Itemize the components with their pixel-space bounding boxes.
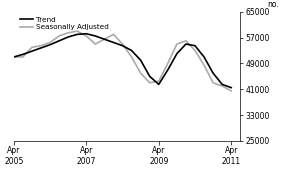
Trend — [230, 87, 233, 89]
Trend — [85, 33, 88, 35]
Seasonally Adjusted — [67, 32, 70, 34]
Trend — [57, 40, 61, 42]
Seasonally Adjusted — [94, 43, 97, 45]
Line: Seasonally Adjusted: Seasonally Adjusted — [14, 31, 231, 91]
Seasonally Adjusted — [112, 33, 115, 35]
Seasonally Adjusted — [12, 56, 16, 58]
Trend — [48, 44, 52, 46]
Seasonally Adjusted — [48, 41, 52, 44]
Line: Trend: Trend — [14, 34, 231, 88]
Seasonally Adjusted — [139, 72, 142, 74]
Trend — [148, 75, 151, 77]
Trend — [112, 41, 115, 44]
Seasonally Adjusted — [193, 49, 197, 52]
Trend — [175, 53, 179, 55]
Trend — [139, 59, 142, 61]
Y-axis label: no.: no. — [267, 0, 279, 9]
Trend — [67, 36, 70, 38]
Seasonally Adjusted — [166, 62, 170, 64]
Trend — [211, 72, 215, 74]
Seasonally Adjusted — [30, 46, 34, 48]
Trend — [157, 83, 160, 85]
Seasonally Adjusted — [157, 80, 160, 82]
Seasonally Adjusted — [184, 40, 188, 42]
Trend — [12, 56, 16, 58]
Seasonally Adjusted — [148, 82, 151, 84]
Trend — [130, 49, 133, 52]
Seasonally Adjusted — [103, 38, 106, 40]
Trend — [121, 45, 124, 47]
Seasonally Adjusted — [21, 56, 25, 58]
Trend — [30, 50, 34, 52]
Seasonally Adjusted — [57, 35, 61, 37]
Trend — [220, 83, 224, 85]
Trend — [103, 38, 106, 40]
Legend: Trend, Seasonally Adjusted: Trend, Seasonally Adjusted — [20, 17, 108, 30]
Trend — [202, 56, 206, 58]
Seasonally Adjusted — [211, 82, 215, 84]
Seasonally Adjusted — [230, 90, 233, 92]
Seasonally Adjusted — [202, 64, 206, 66]
Trend — [21, 53, 25, 55]
Trend — [76, 33, 79, 35]
Seasonally Adjusted — [175, 43, 179, 45]
Trend — [94, 35, 97, 37]
Seasonally Adjusted — [85, 35, 88, 37]
Seasonally Adjusted — [76, 30, 79, 32]
Trend — [193, 45, 197, 47]
Seasonally Adjusted — [220, 85, 224, 87]
Trend — [39, 47, 43, 49]
Seasonally Adjusted — [121, 43, 124, 45]
Seasonally Adjusted — [39, 45, 43, 47]
Seasonally Adjusted — [130, 56, 133, 58]
Trend — [184, 43, 188, 45]
Trend — [166, 69, 170, 71]
